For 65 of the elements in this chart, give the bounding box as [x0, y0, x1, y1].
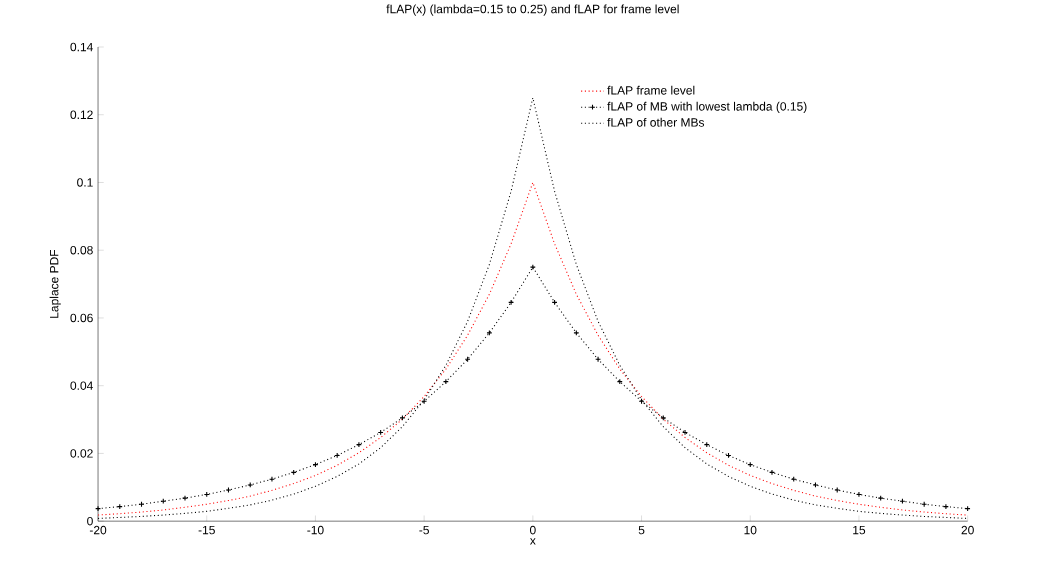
point: [877, 495, 884, 501]
point: [138, 501, 145, 508]
y-tick-label: 0.04: [70, 381, 93, 390]
point: [95, 505, 101, 512]
x-tick-label: 15: [853, 525, 866, 535]
x-tick-label: 0: [529, 525, 536, 535]
point: [595, 356, 601, 363]
x-tick-label: 20: [961, 525, 974, 535]
point: [377, 429, 384, 436]
y-axis-title: Laplace PDF: [49, 249, 61, 318]
point: [812, 481, 819, 488]
point: [790, 476, 797, 483]
point: [964, 505, 971, 512]
point: [290, 469, 297, 476]
point: [703, 441, 710, 448]
x-tick-label: -5: [419, 525, 429, 535]
x-axis-title: x: [529, 538, 536, 545]
legend-label: fLAP of MB with lowest lambda (0.15): [607, 101, 807, 113]
y-tick-label: 0.12: [70, 110, 93, 119]
point: [399, 414, 406, 421]
point: [269, 476, 275, 483]
point: [225, 486, 232, 493]
chart-title: fLAP(x) (lambda=0.15 to 0.25) and fLAP for frame level: [386, 4, 679, 16]
x-tick-label: 5: [638, 525, 645, 535]
point: [529, 264, 536, 270]
point: [747, 461, 754, 468]
legend-label: fLAP of other MBs: [607, 117, 705, 127]
point: [355, 441, 362, 448]
x-tick-label: 10: [744, 525, 757, 535]
point: [573, 329, 580, 336]
y-tick-label: 0.02: [70, 449, 93, 458]
point: [334, 452, 341, 459]
point: [442, 378, 449, 385]
point: [486, 329, 493, 336]
x-tick-label: -15: [198, 525, 215, 535]
point: [769, 469, 775, 476]
point: [551, 299, 558, 306]
y-tick-label: 0.1: [77, 178, 93, 187]
point: [616, 378, 623, 385]
point: [834, 486, 841, 493]
point: [725, 452, 732, 459]
point: [899, 498, 906, 505]
x-tick-label: -20: [89, 525, 107, 535]
x-tick-label: -10: [307, 525, 324, 535]
point: [116, 503, 123, 510]
point: [942, 503, 949, 510]
point: [638, 398, 645, 405]
point: [856, 491, 862, 498]
y-tick-label: 0: [87, 516, 93, 526]
point: [182, 495, 188, 501]
point: [203, 491, 210, 498]
line-series: [98, 181, 968, 516]
point: [660, 414, 667, 421]
y-tick-label: 0.06: [70, 313, 93, 323]
y-tick-label: 0.14: [70, 42, 93, 52]
point: [682, 429, 688, 436]
point: [160, 498, 167, 505]
point: [312, 461, 319, 468]
point: [421, 398, 428, 405]
point: [247, 481, 254, 488]
point: [508, 299, 515, 306]
y-tick-label: 0.08: [70, 245, 93, 255]
legend-label: fLAP frame level: [607, 85, 695, 95]
point: [464, 356, 471, 363]
point: [921, 501, 928, 508]
